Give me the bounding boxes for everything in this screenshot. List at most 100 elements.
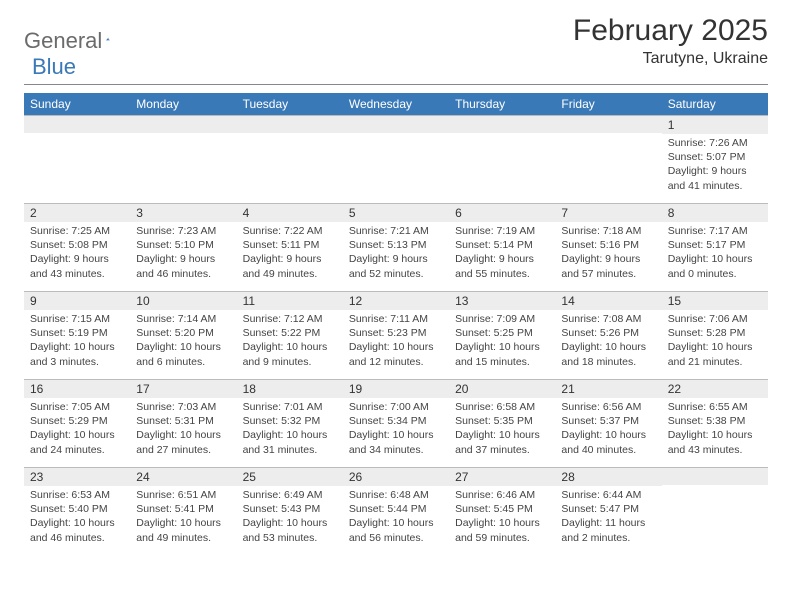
calendar-day-cell: 27Sunrise: 6:46 AMSunset: 5:45 PMDayligh… — [449, 468, 555, 556]
day-number: 21 — [555, 380, 661, 398]
sunrise-line: Sunrise: 7:22 AM — [243, 225, 323, 237]
daylight-line: Daylight: 9 hours and 55 minutes. — [455, 253, 534, 279]
calendar-day-cell: 22Sunrise: 6:55 AMSunset: 5:38 PMDayligh… — [662, 380, 768, 468]
sunset-line: Sunset: 5:37 PM — [561, 415, 639, 427]
day-number — [237, 116, 343, 133]
sunrise-line: Sunrise: 6:44 AM — [561, 489, 641, 501]
daylight-line: Daylight: 10 hours and 59 minutes. — [455, 517, 540, 543]
sunset-line: Sunset: 5:20 PM — [136, 327, 214, 339]
day-content: Sunrise: 7:00 AMSunset: 5:34 PMDaylight:… — [343, 398, 449, 461]
sunrise-line: Sunrise: 6:49 AM — [243, 489, 323, 501]
sunrise-line: Sunrise: 7:19 AM — [455, 225, 535, 237]
calendar-day-cell — [24, 116, 130, 204]
daylight-line: Daylight: 9 hours and 52 minutes. — [349, 253, 428, 279]
sunset-line: Sunset: 5:35 PM — [455, 415, 533, 427]
calendar-day-cell: 15Sunrise: 7:06 AMSunset: 5:28 PMDayligh… — [662, 292, 768, 380]
daylight-line: Daylight: 10 hours and 27 minutes. — [136, 429, 221, 455]
sunrise-line: Sunrise: 7:18 AM — [561, 225, 641, 237]
calendar-page: General February 2025 Tarutyne, Ukraine … — [0, 0, 792, 570]
day-content: Sunrise: 7:01 AMSunset: 5:32 PMDaylight:… — [237, 398, 343, 461]
daylight-line: Daylight: 10 hours and 46 minutes. — [30, 517, 115, 543]
day-number: 14 — [555, 292, 661, 310]
daylight-line: Daylight: 10 hours and 40 minutes. — [561, 429, 646, 455]
day-number: 18 — [237, 380, 343, 398]
calendar-day-cell — [449, 116, 555, 204]
title-block: February 2025 Tarutyne, Ukraine — [573, 14, 768, 68]
sunset-line: Sunset: 5:07 PM — [668, 151, 746, 163]
day-number: 11 — [237, 292, 343, 310]
daylight-line: Daylight: 10 hours and 53 minutes. — [243, 517, 328, 543]
daylight-line: Daylight: 10 hours and 31 minutes. — [243, 429, 328, 455]
sunset-line: Sunset: 5:47 PM — [561, 503, 639, 515]
logo-sail-icon — [106, 31, 110, 47]
day-number: 7 — [555, 204, 661, 222]
daylight-line: Daylight: 10 hours and 3 minutes. — [30, 341, 115, 367]
day-number: 6 — [449, 204, 555, 222]
sunrise-line: Sunrise: 6:55 AM — [668, 401, 748, 413]
calendar-day-cell: 7Sunrise: 7:18 AMSunset: 5:16 PMDaylight… — [555, 204, 661, 292]
daylight-line: Daylight: 10 hours and 21 minutes. — [668, 341, 753, 367]
sunrise-line: Sunrise: 7:26 AM — [668, 137, 748, 149]
day-content: Sunrise: 6:51 AMSunset: 5:41 PMDaylight:… — [130, 486, 236, 549]
calendar-day-cell: 18Sunrise: 7:01 AMSunset: 5:32 PMDayligh… — [237, 380, 343, 468]
sunset-line: Sunset: 5:22 PM — [243, 327, 321, 339]
calendar-body: 1Sunrise: 7:26 AMSunset: 5:07 PMDaylight… — [24, 116, 768, 556]
weekday-header: Thursday — [449, 93, 555, 116]
calendar-day-cell: 10Sunrise: 7:14 AMSunset: 5:20 PMDayligh… — [130, 292, 236, 380]
calendar-day-cell: 24Sunrise: 6:51 AMSunset: 5:41 PMDayligh… — [130, 468, 236, 556]
day-number: 25 — [237, 468, 343, 486]
sunrise-line: Sunrise: 7:05 AM — [30, 401, 110, 413]
sunset-line: Sunset: 5:17 PM — [668, 239, 746, 251]
sunset-line: Sunset: 5:31 PM — [136, 415, 214, 427]
sunset-line: Sunset: 5:08 PM — [30, 239, 108, 251]
day-content: Sunrise: 6:48 AMSunset: 5:44 PMDaylight:… — [343, 486, 449, 549]
sunset-line: Sunset: 5:23 PM — [349, 327, 427, 339]
sunset-line: Sunset: 5:32 PM — [243, 415, 321, 427]
calendar-day-cell: 4Sunrise: 7:22 AMSunset: 5:11 PMDaylight… — [237, 204, 343, 292]
calendar-day-cell: 13Sunrise: 7:09 AMSunset: 5:25 PMDayligh… — [449, 292, 555, 380]
calendar-day-cell: 3Sunrise: 7:23 AMSunset: 5:10 PMDaylight… — [130, 204, 236, 292]
sunset-line: Sunset: 5:34 PM — [349, 415, 427, 427]
calendar-day-cell — [130, 116, 236, 204]
weekday-header: Tuesday — [237, 93, 343, 116]
sunrise-line: Sunrise: 7:00 AM — [349, 401, 429, 413]
day-number: 26 — [343, 468, 449, 486]
day-number — [343, 116, 449, 133]
day-content: Sunrise: 7:12 AM Sunset: 5:22 PM Daylight:… — [237, 310, 343, 373]
sunset-line: Sunset: 5:26 PM — [561, 327, 639, 339]
sunrise-line: Sunrise: 6:48 AM — [349, 489, 429, 501]
sunrise-line: Sunrise: 6:51 AM — [136, 489, 216, 501]
sunrise-line: Sunrise: 7:08 AM — [561, 313, 641, 325]
day-number: 13 — [449, 292, 555, 310]
day-content: Sunrise: 7:14 AMSunset: 5:20 PMDaylight:… — [130, 310, 236, 373]
calendar-day-cell: 28Sunrise: 6:44 AMSunset: 5:47 PMDayligh… — [555, 468, 661, 556]
day-number: 20 — [449, 380, 555, 398]
calendar-day-cell: 19Sunrise: 7:00 AMSunset: 5:34 PMDayligh… — [343, 380, 449, 468]
day-content: Sunrise: 7:15 AMSunset: 5:19 PMDaylight:… — [24, 310, 130, 373]
day-number: 23 — [24, 468, 130, 486]
calendar-day-cell — [555, 116, 661, 204]
calendar-week-row: 16Sunrise: 7:05 AMSunset: 5:29 PMDayligh… — [24, 380, 768, 468]
calendar-day-cell: 16Sunrise: 7:05 AMSunset: 5:29 PMDayligh… — [24, 380, 130, 468]
day-content: Sunrise: 7:19 AMSunset: 5:14 PMDaylight:… — [449, 222, 555, 285]
sunrise-line: Sunrise: 7:17 AM — [668, 225, 748, 237]
day-content: Sunrise: 7:11 AMSunset: 5:23 PMDaylight:… — [343, 310, 449, 373]
sunset-line: Sunset: 5:44 PM — [349, 503, 427, 515]
sunrise-line: Sunrise: 6:56 AM — [561, 401, 641, 413]
sunset-line: Sunset: 5:13 PM — [349, 239, 427, 251]
divider — [24, 84, 768, 85]
day-number: 8 — [662, 204, 768, 222]
day-content: Sunrise: 7:06 AMSunset: 5:28 PMDaylight:… — [662, 310, 768, 373]
logo-text-general: General — [24, 28, 102, 54]
daylight-line: Daylight: 10 hours and 9 minutes. — [243, 341, 328, 367]
day-number: 16 — [24, 380, 130, 398]
location: Tarutyne, Ukraine — [573, 50, 768, 68]
calendar-week-row: 23Sunrise: 6:53 AMSunset: 5:40 PMDayligh… — [24, 468, 768, 556]
sunset-line: Sunset: 5:38 PM — [668, 415, 746, 427]
sunrise-line: Sunrise: 7:12 AM — [243, 313, 323, 325]
calendar-day-cell — [237, 116, 343, 204]
day-number — [555, 116, 661, 133]
sunrise-line: Sunrise: 7:09 AM — [455, 313, 535, 325]
daylight-line: Daylight: 9 hours and 43 minutes. — [30, 253, 109, 279]
calendar-day-cell: 9Sunrise: 7:15 AMSunset: 5:19 PMDaylight… — [24, 292, 130, 380]
